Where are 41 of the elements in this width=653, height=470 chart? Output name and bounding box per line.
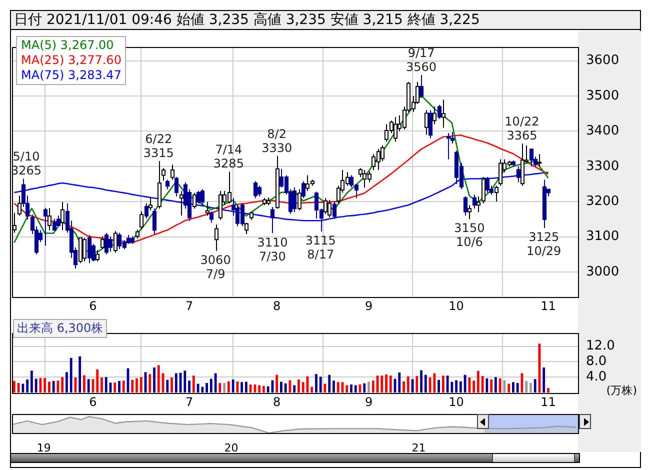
y-tick-label: 12.0 <box>586 338 615 354</box>
text: MA(75) 3,283.47 <box>21 68 122 83</box>
annotation: 9/17 3560 <box>406 46 437 74</box>
y-tick-label: 3300 <box>586 158 620 174</box>
x-tick-label: 8 <box>273 298 281 313</box>
x-tick-label: 11 <box>540 298 556 313</box>
annotation: 3115 8/17 <box>305 234 336 262</box>
x-tick-label: 6 <box>89 394 97 409</box>
annotation: 7/14 3285 <box>213 142 244 171</box>
annotation: 3110 7/30 <box>257 235 288 264</box>
y-tick-label: 3400 <box>586 124 620 139</box>
text: MA(25) 3,277.60 <box>21 53 122 68</box>
x-tick-label: 8 <box>273 394 281 409</box>
y-tick-label: 3500 <box>586 88 620 104</box>
x-tick-label: 7 <box>185 298 194 313</box>
x-tick-label: 21 <box>412 441 426 454</box>
annotation: 3150 10/6 <box>454 221 485 250</box>
text: MA(5) 3,267.00 <box>21 38 115 53</box>
annotation: 3060 7/9 <box>200 252 231 281</box>
annotation: 10/22 3365 <box>504 114 540 143</box>
x-tick-label: 7 <box>185 394 194 409</box>
annotation: 8/2 3330 <box>262 126 292 155</box>
annotation: 6/22 3315 <box>143 132 174 160</box>
chart-title: 出来高 6,300株 <box>13 319 108 338</box>
y-tick-label: 8.0 <box>586 354 607 370</box>
y-tick-label: 3200 <box>586 194 620 209</box>
x-tick-label: 9 <box>364 394 373 409</box>
x-tick-label: 11 <box>540 394 556 409</box>
x-tick-label: 19 <box>36 441 51 454</box>
y-tick-label: 3100 <box>586 229 620 244</box>
annotation: 3125 10/29 <box>526 230 562 258</box>
x-tick-label: 10 <box>448 394 464 409</box>
y-tick-label: 3600 <box>586 53 620 68</box>
chart-title: 日付 2021/11/01 09:46 始値 3,235 高値 3,235 安値 3,215 終値 3,225 <box>11 11 640 30</box>
y-axis-title: (万株) <box>606 383 637 398</box>
x-tick-label: 10 <box>448 298 464 313</box>
x-tick-label: 9 <box>364 298 373 313</box>
y-tick-label: 3000 <box>586 264 620 280</box>
y-tick-label: 4.0 <box>586 370 607 385</box>
x-tick-label: 20 <box>224 441 238 454</box>
x-tick-label: 6 <box>89 298 97 313</box>
